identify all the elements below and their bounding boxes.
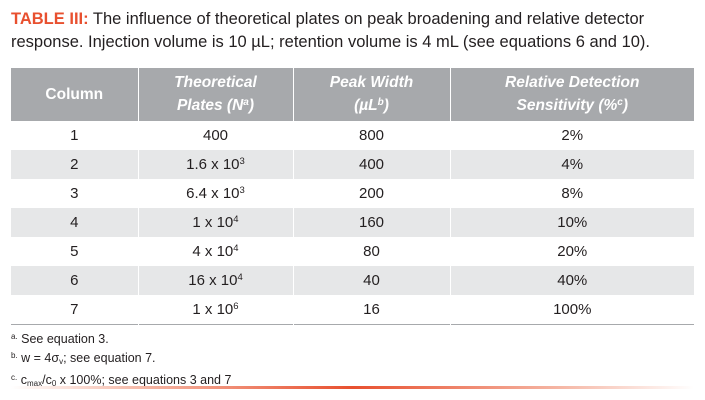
table-footnotes: a. See equation 3. b. w = 4σv; see equat… [11, 329, 231, 393]
cell-column: 6 [70, 272, 79, 289]
cell-peak-width: 40 [292, 266, 450, 295]
footnote-a: a. See equation 3. [11, 332, 109, 346]
table-row: 3 6.4 x 103 200 8% [11, 179, 694, 208]
cell-plates: 16 x 104 [137, 266, 293, 295]
cell-plates: 400 [137, 121, 293, 150]
footnote-b: b. w = 4σv; see equation 7. [11, 350, 156, 366]
cell-sensitivity: 100% [449, 295, 694, 324]
data-table: Column Theoretical Plates (Na) Peak Widt… [11, 68, 694, 325]
table-row: 6 16 x 104 40 40% [11, 266, 694, 295]
header-peak-width: Peak Width (µLb) [292, 68, 450, 121]
cell-plates: 1 x 104 [137, 208, 293, 237]
footnote-c: c. cmax/c0 x 100%; see equations 3 and 7 [11, 373, 232, 388]
header-column: Column [45, 85, 104, 103]
cell-plates: 1.6 x 103 [137, 150, 293, 179]
cell-column: 2 [70, 156, 79, 173]
cell-column: 7 [70, 300, 79, 318]
cell-column: 5 [70, 243, 79, 260]
table-row: 2 1.6 x 103 400 4% [11, 150, 694, 179]
cell-sensitivity: 2% [449, 121, 694, 150]
table-row: 5 4 x 104 80 20% [11, 237, 694, 266]
header-theoretical-plates: Theoretical Plates (Na) [137, 68, 293, 121]
table-header-row: Column Theoretical Plates (Na) Peak Widt… [11, 68, 694, 121]
table-label: TABLE III: [11, 10, 89, 28]
table-row: 1 400 800 2% [11, 121, 694, 150]
table-row: 7 1 x 106 16 100% [11, 295, 694, 324]
cell-sensitivity: 8% [449, 179, 694, 208]
cell-peak-width: 400 [292, 150, 450, 179]
cell-peak-width: 160 [292, 208, 450, 237]
header-relative-detection-sensitivity: Relative Detection Sensitivity (%c) [449, 68, 694, 121]
cell-column: 1 [70, 127, 79, 144]
cell-sensitivity: 10% [449, 208, 694, 237]
cell-column: 3 [70, 185, 79, 202]
cell-peak-width: 800 [292, 121, 450, 150]
table-row: 4 1 x 104 160 10% [11, 208, 694, 237]
cell-plates: 1 x 106 [137, 295, 293, 324]
cell-peak-width: 80 [292, 237, 450, 266]
cell-sensitivity: 20% [449, 237, 694, 266]
table-caption: TABLE III: The influence of theoretical … [11, 8, 701, 54]
cell-plates: 6.4 x 103 [137, 179, 293, 208]
cell-peak-width: 16 [292, 295, 450, 324]
caption-text: The influence of theoretical plates on p… [11, 10, 651, 51]
bottom-accent-rule [11, 386, 694, 389]
cell-peak-width: 200 [292, 179, 450, 208]
cell-sensitivity: 40% [449, 266, 694, 295]
cell-sensitivity: 4% [449, 150, 694, 179]
cell-column: 4 [70, 214, 79, 231]
cell-plates: 4 x 104 [137, 237, 293, 266]
